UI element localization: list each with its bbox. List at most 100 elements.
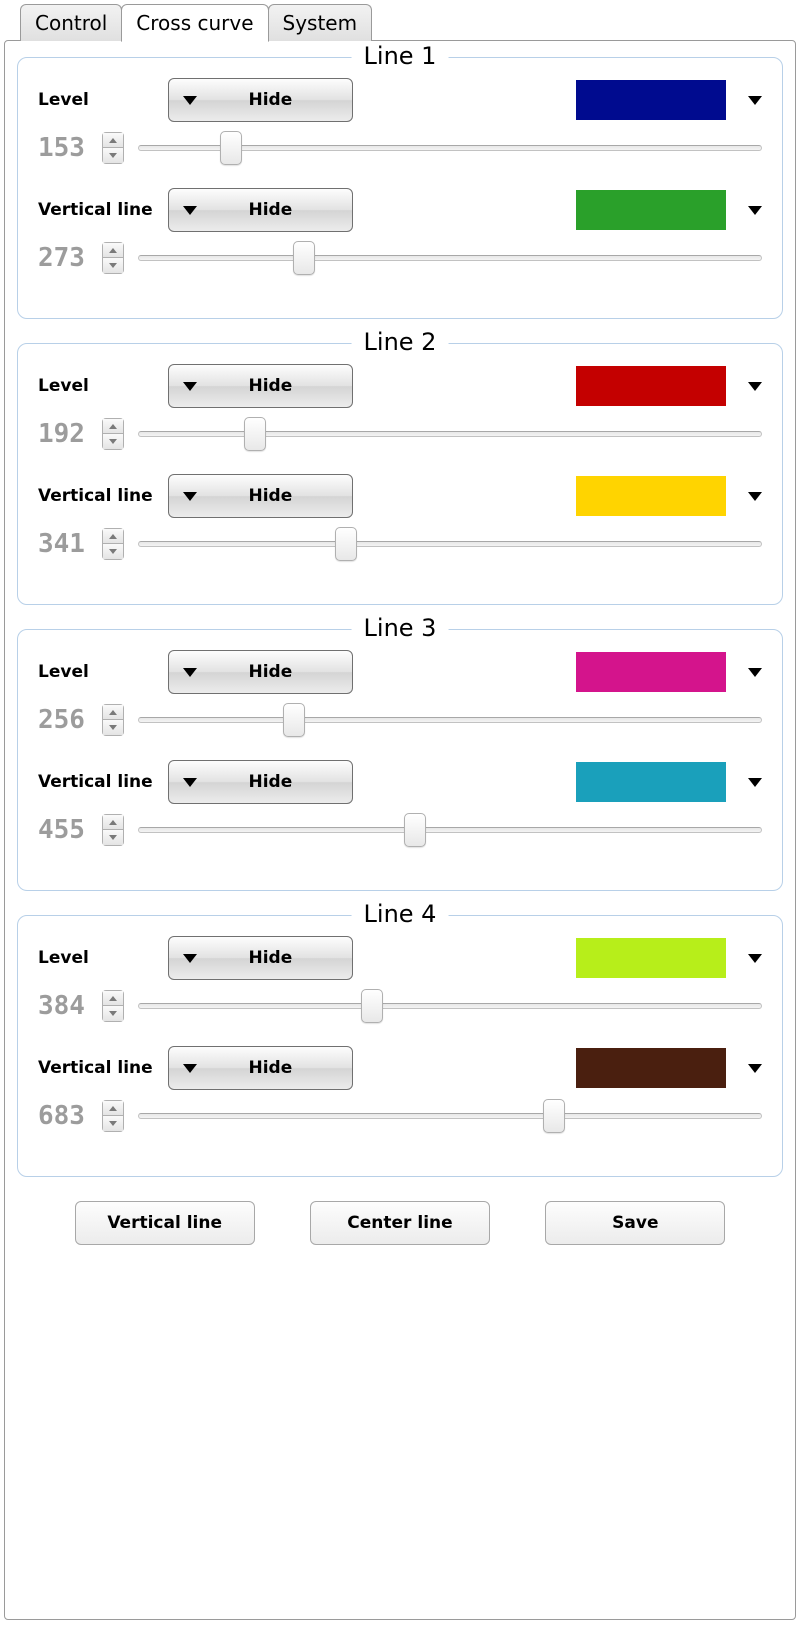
line-4-vertical-slider[interactable] [138,1098,762,1134]
line-2-vertical-color-swatch[interactable] [576,476,726,516]
line-3-vertical-spin-up[interactable] [102,814,124,830]
line-4-vertical-value: 683 [38,1101,94,1131]
chevron-down-icon[interactable] [748,954,762,963]
line-4-level-spin-up[interactable] [102,990,124,1006]
line-1-vertical-control-row: Vertical line Hide [38,188,762,232]
line-2-vertical-spin-up[interactable] [102,528,124,544]
line-2-level-spin-up[interactable] [102,418,124,434]
slider-thumb[interactable] [293,241,315,275]
line-3-vertical-spin-down[interactable] [102,830,124,846]
chevron-down-icon[interactable] [748,382,762,391]
slider-track [138,1113,762,1119]
tab-cross-curve[interactable]: Cross curve [121,4,268,42]
slider-thumb[interactable] [283,703,305,737]
slider-thumb[interactable] [404,813,426,847]
slider-track [138,431,762,437]
line-1-level-value: 153 [38,133,94,163]
line-3-level-spin-up[interactable] [102,704,124,720]
line-1-vertical-color-swatch[interactable] [576,190,726,230]
line-4-vertical-spin-up[interactable] [102,1100,124,1116]
line-3-level-hide-dropdown[interactable]: Hide [168,650,353,694]
line-4-vertical-color-swatch[interactable] [576,1048,726,1088]
slider-track [138,541,762,547]
chevron-down-icon[interactable] [748,206,762,215]
chevron-down-icon[interactable] [748,1064,762,1073]
line-1-vertical-value-row: 273 [38,240,762,276]
line-3-vertical-slider[interactable] [138,812,762,848]
line-3-vertical-value: 455 [38,815,94,845]
line-1-level-spin-down[interactable] [102,148,124,164]
line-2-level-color-swatch[interactable] [576,366,726,406]
line-3-vertical-label: Vertical line [38,772,158,792]
line-2-title: Line 2 [352,328,449,356]
chevron-down-icon[interactable] [748,492,762,501]
line-1-vertical-hide-dropdown[interactable]: Hide [168,188,353,232]
line-1-level-spinner [102,132,124,164]
chevron-up-icon [109,534,117,539]
line-4-level-label: Level [38,948,158,968]
line-3-vertical-hide-dropdown[interactable]: Hide [168,760,353,804]
line-2-level-value-row: 192 [38,416,762,452]
line-2-level-slider[interactable] [138,416,762,452]
line-2-vertical-slider[interactable] [138,526,762,562]
line-4-level-hide-dropdown[interactable]: Hide [168,936,353,980]
slider-track [138,255,762,261]
line-2-level-hide-dropdown[interactable]: Hide [168,364,353,408]
line-1-title: Line 1 [352,42,449,70]
tab-control[interactable]: Control [20,4,122,41]
vertical-line-button[interactable]: Vertical line [75,1201,255,1245]
line-3-vertical-spinner [102,814,124,846]
line-4-level-spinner [102,990,124,1022]
line-3-level-spinner [102,704,124,736]
line-3-vertical-color-swatch[interactable] [576,762,726,802]
line-1-level-hide-label: Hide [248,90,312,110]
slider-thumb[interactable] [335,527,357,561]
line-1-level-spin-up[interactable] [102,132,124,148]
line-3-level-color-swatch[interactable] [576,652,726,692]
line-2-vertical-spin-down[interactable] [102,544,124,560]
line-3-level-slider[interactable] [138,702,762,738]
line-2-level-spin-down[interactable] [102,434,124,450]
slider-track [138,827,762,833]
line-1-level-slider[interactable] [138,130,762,166]
center-line-button[interactable]: Center line [310,1201,490,1245]
line-3-level-label: Level [38,662,158,682]
slider-track [138,717,762,723]
line-1-level-hide-dropdown[interactable]: Hide [168,78,353,122]
line-4-level-slider[interactable] [138,988,762,1024]
line-4-level-spin-down[interactable] [102,1006,124,1022]
slider-thumb[interactable] [244,417,266,451]
slider-thumb[interactable] [543,1099,565,1133]
chevron-down-icon [109,1121,117,1126]
line-2-vertical-value-row: 341 [38,526,762,562]
line-1-level-value-row: 153 [38,130,762,166]
line-1-level-label: Level [38,90,158,110]
chevron-up-icon [109,248,117,253]
line-1-vertical-spin-up[interactable] [102,242,124,258]
line-3-vertical-value-row: 455 [38,812,762,848]
slider-thumb[interactable] [220,131,242,165]
chevron-down-icon[interactable] [748,668,762,677]
line-3-level-spin-down[interactable] [102,720,124,736]
line-2-vertical-hide-dropdown[interactable]: Hide [168,474,353,518]
chevron-down-icon[interactable] [748,778,762,787]
tab-system[interactable]: System [268,4,373,41]
line-4-vertical-control-row: Vertical line Hide [38,1046,762,1090]
chevron-down-icon [109,549,117,554]
line-4-level-color-swatch[interactable] [576,938,726,978]
line-4-level-value: 384 [38,991,94,1021]
line-1-vertical-slider[interactable] [138,240,762,276]
line-2-group: Line 2 Level Hide 192 Vertical [17,343,783,605]
save-button[interactable]: Save [545,1201,725,1245]
slider-thumb[interactable] [361,989,383,1023]
line-4-vertical-spin-down[interactable] [102,1116,124,1132]
line-2-level-control-row: Level Hide [38,364,762,408]
chevron-down-icon [183,668,197,677]
line-4-vertical-hide-dropdown[interactable]: Hide [168,1046,353,1090]
line-1-level-color-swatch[interactable] [576,80,726,120]
chevron-up-icon [109,424,117,429]
chevron-down-icon[interactable] [748,96,762,105]
line-1-vertical-spin-down[interactable] [102,258,124,274]
line-2-level-label: Level [38,376,158,396]
chevron-up-icon [109,710,117,715]
